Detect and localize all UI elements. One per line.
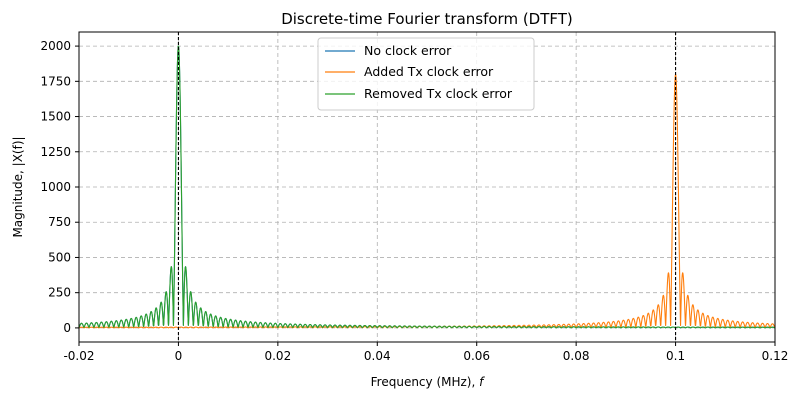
y-tick-label: 2000: [40, 39, 71, 53]
y-axis-ticks: 0 250 500 750 1000 1250 1500 1750 2000: [40, 39, 79, 335]
series-curves: [79, 45, 775, 329]
y-tick-label: 250: [48, 286, 71, 300]
x-tick-label: 0.1: [666, 349, 685, 363]
x-tick-label: 0.08: [563, 349, 590, 363]
x-axis-label-var: f: [479, 375, 485, 389]
series-line-removed-tx-clock-error: [79, 45, 775, 329]
x-tick-label: 0.04: [364, 349, 391, 363]
legend-label-removed-tx-clock-error: Removed Tx clock error: [364, 86, 513, 101]
x-axis-label-text: Frequency (MHz),: [371, 375, 479, 389]
y-tick-label: 1000: [40, 180, 71, 194]
y-tick-label: 1250: [40, 145, 71, 159]
x-axis-ticks: -0.02 0 0.02 0.04 0.06 0.08 0.1 0.12: [63, 342, 788, 363]
y-tick-label: 750: [48, 215, 71, 229]
x-tick-label: 0.06: [463, 349, 490, 363]
x-axis-label: Frequency (MHz), f: [371, 375, 485, 389]
x-tick-label: 0.02: [264, 349, 291, 363]
x-tick-label: -0.02: [63, 349, 94, 363]
legend-label-no-clock-error: No clock error: [364, 43, 452, 58]
chart-title: Discrete-time Fourier transform (DTFT): [281, 10, 573, 28]
x-tick-label: 0.12: [762, 349, 789, 363]
legend-box: [317, 37, 535, 111]
y-tick-label: 1500: [40, 110, 71, 124]
y-tick-label: 0: [63, 321, 71, 335]
x-tick-label: 0: [175, 349, 183, 363]
y-tick-label: 500: [48, 250, 71, 264]
legend-label-added-tx-clock-error: Added Tx clock error: [364, 64, 494, 79]
legend: No clock error Added Tx clock error Remo…: [317, 37, 535, 111]
y-axis-label: Magnitude, |X(f)|: [11, 136, 25, 237]
y-tick-label: 1750: [40, 74, 71, 88]
reference-lines: [177, 32, 677, 342]
